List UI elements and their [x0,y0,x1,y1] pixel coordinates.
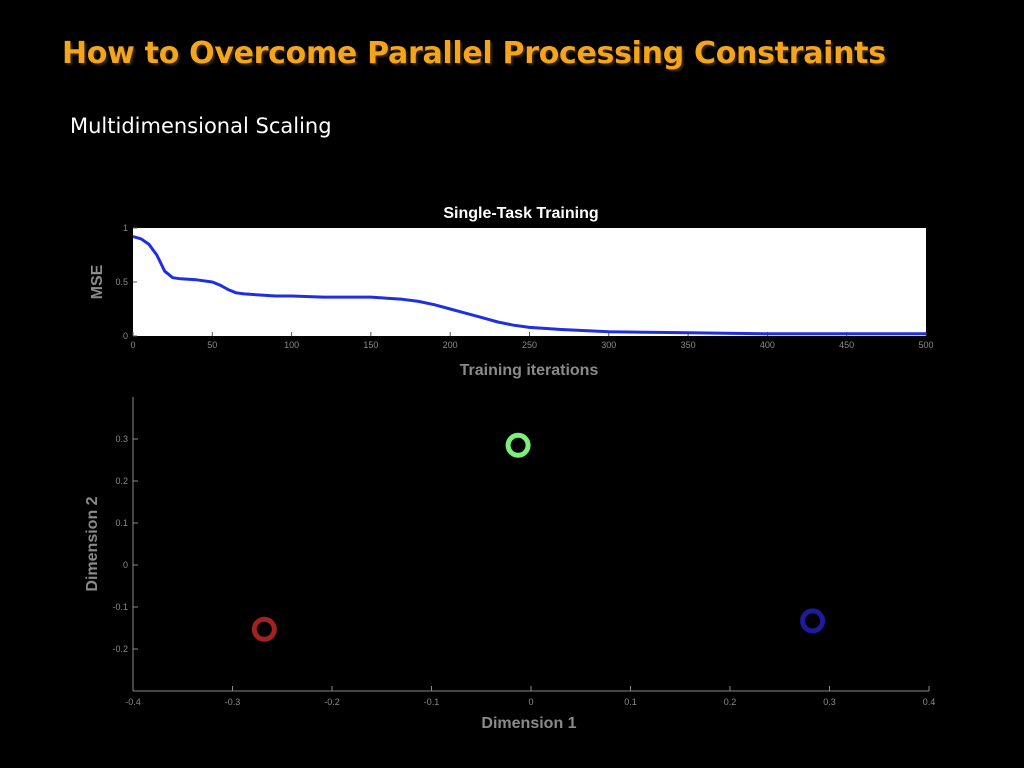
mse-xtick-label: 100 [284,340,299,350]
mse-chart-title: Single-Task Training [443,205,598,222]
mds-point-blue [800,608,826,634]
mds-ylabel: Dimension 2 [84,496,101,591]
mse-ytick-label: 1 [123,223,128,233]
mds-points [251,432,826,642]
mds-ytick-label: 0.3 [115,434,128,444]
mds-xtick-label: 0.3 [823,697,836,707]
mds-ticks: -0.4 -0.3 -0.2 -0.1 0 0.1 0.2 0.3 0.4 -0.2 -0.1 0 0.… [112,434,935,707]
mds-chart: -0.4 -0.3 -0.2 -0.1 0 0.1 0.2 0.3 0.4 -0.2 -0.1 0 0.… [84,397,935,732]
mse-xtick-label: 250 [522,340,537,350]
mse-plot-area [133,228,926,336]
mds-xtick-label: -0.2 [324,697,340,707]
mds-xtick-label: -0.3 [225,697,241,707]
mse-xtick-label: 500 [918,340,933,350]
mds-point-green [505,432,531,458]
mse-xtick-label: 350 [681,340,696,350]
mds-xlabel: Dimension 1 [481,715,576,732]
mds-ytick-label: -0.2 [112,644,128,654]
mds-point-red [251,616,277,642]
mse-xtick-label: 300 [601,340,616,350]
mse-xlabel: Training iterations [460,362,599,379]
mse-ylabel: MSE [89,264,106,299]
slide-subtitle: Multidimensional Scaling [70,114,332,138]
mse-ytick-label: 0.5 [115,277,128,287]
mds-xtick-label: 0 [528,697,533,707]
mds-ytick-label: 0 [123,560,128,570]
mds-ytick-label: 0.1 [115,518,128,528]
mse-xtick-label: 50 [207,340,217,350]
mse-xtick-label: 0 [130,340,135,350]
mds-xtick-label: 0.4 [923,697,936,707]
slide-title: How to Overcome Parallel Processing Cons… [62,36,886,71]
mse-xtick-label: 450 [839,340,854,350]
mds-xtick-label: -0.4 [125,697,141,707]
mds-xtick-label: 0.2 [724,697,737,707]
mds-xtick-label: -0.1 [424,697,440,707]
mds-ytick-label: 0.2 [115,476,128,486]
mse-ytick-label: 0 [123,331,128,341]
mse-series-line [132,235,926,336]
mse-chart: Single-Task Training 0 50 100 150 200 250 300 3… [89,205,934,379]
mse-xtick-label: 400 [760,340,775,350]
mse-xtick-label: 200 [443,340,458,350]
mds-xtick-label: 0.1 [624,697,637,707]
mse-xtick-label: 150 [363,340,378,350]
mse-ticks: 0 50 100 150 200 250 300 350 400 450 500 0 0.5 1 [115,223,933,350]
mds-ytick-label: -0.1 [112,602,128,612]
